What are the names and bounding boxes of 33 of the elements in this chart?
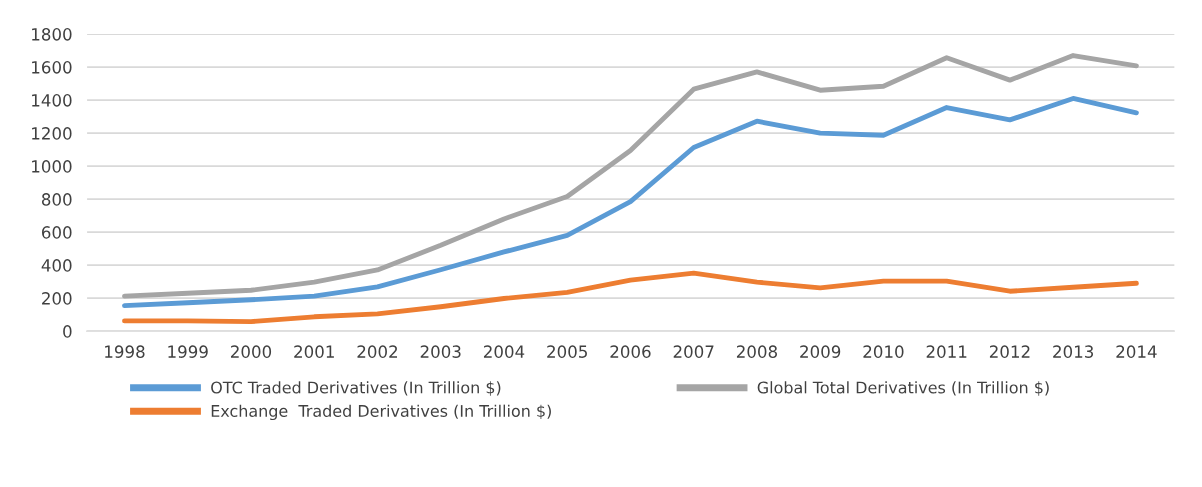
y-tick-label: 1600 — [32, 61, 72, 74]
y-tick-label: 200 — [42, 292, 72, 305]
x-tick-label: 2003 — [420, 345, 461, 358]
x-tick-label: 2014 — [1116, 345, 1157, 358]
x-tick-label: 2008 — [736, 345, 778, 358]
y-tick-label: 800 — [41, 193, 72, 206]
line-series — [122, 96, 1139, 309]
x-tick-label: 2010 — [863, 345, 904, 358]
x-tick-label: 2007 — [673, 345, 714, 358]
x-tick-label: 2011 — [926, 345, 967, 358]
y-tick-label: 600 — [42, 226, 72, 239]
legend-label: Exchange Traded Derivatives (In Trillion $) — [211, 404, 551, 421]
y-tick-label: 1000 — [32, 160, 72, 173]
x-tick-label: 2009 — [800, 345, 841, 358]
x-tick-label: 2000 — [230, 345, 272, 358]
x-tick-label: 1998 — [105, 345, 145, 358]
x-tick-label: 2002 — [357, 345, 398, 358]
x-tick-label: 1999 — [168, 345, 208, 358]
y-tick-label: 0 — [63, 325, 72, 338]
x-tick-label: 2004 — [483, 345, 525, 358]
x-tick-label: 2012 — [989, 345, 1030, 358]
x-tick-label: 2013 — [1053, 345, 1094, 358]
y-tick-label: 1400 — [32, 94, 72, 107]
x-tick-label: 2005 — [547, 345, 587, 358]
x-tick-label: 2006 — [610, 345, 651, 358]
line-series — [122, 270, 1139, 325]
y-tick-label: 1800 — [32, 28, 72, 41]
legend-label: Global Total Derivatives (In Trillion $) — [757, 381, 1049, 396]
x-tick-label: 2001 — [294, 345, 334, 358]
y-tick-label: 1200 — [32, 127, 72, 140]
legend-label: OTC Traded Derivatives (In Trillion $) — [211, 381, 501, 396]
line-series — [122, 53, 1139, 299]
y-tick-label: 400 — [41, 259, 72, 272]
